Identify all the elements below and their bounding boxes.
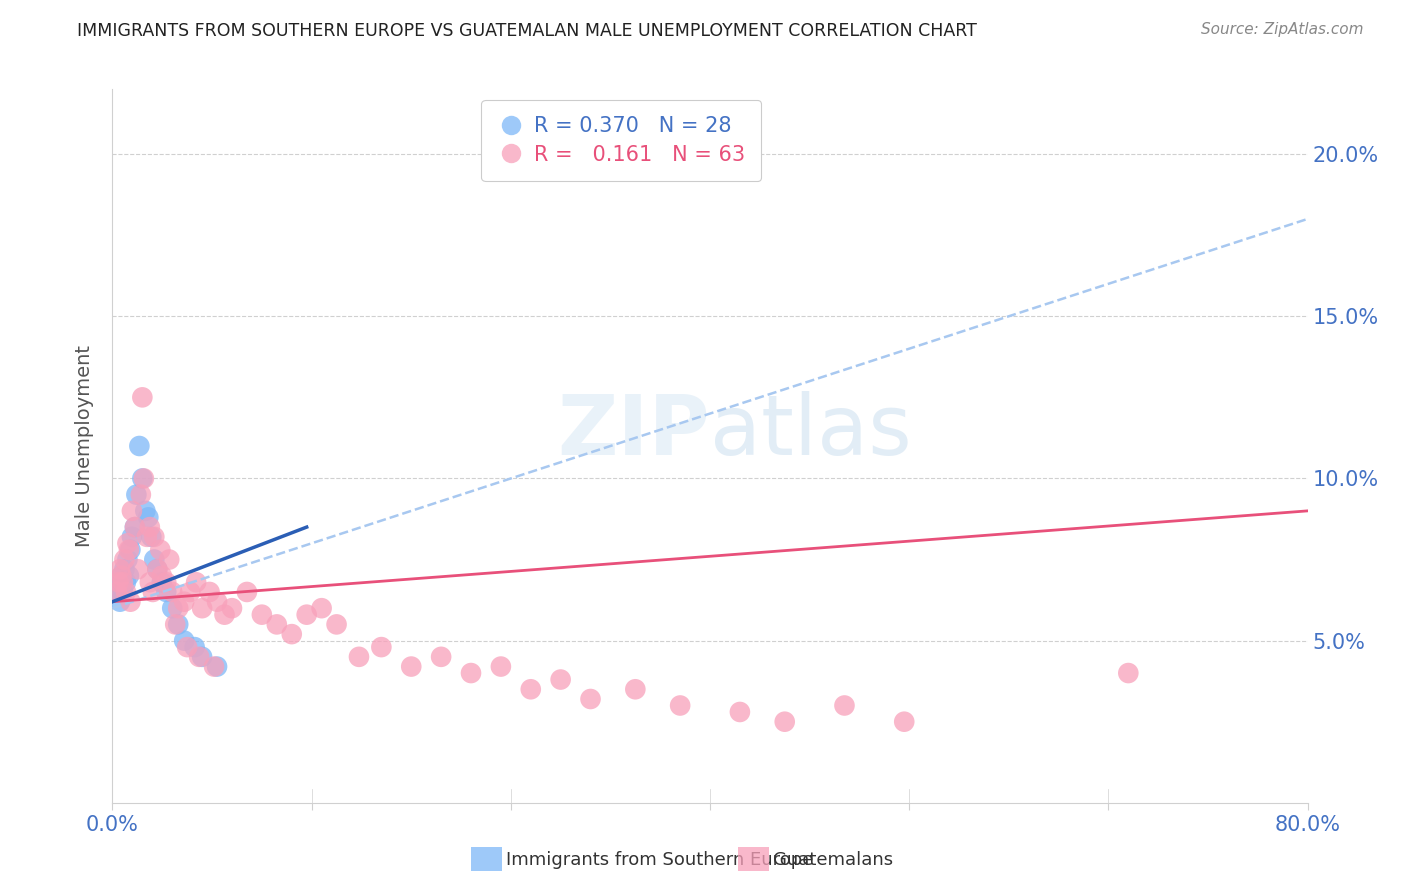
Point <box>266 617 288 632</box>
Point <box>143 552 166 566</box>
Point <box>121 504 143 518</box>
Point <box>115 585 138 599</box>
Point <box>186 575 208 590</box>
Point <box>430 649 453 664</box>
Point <box>165 617 187 632</box>
Point <box>129 488 152 502</box>
Point <box>138 510 160 524</box>
Point <box>108 595 131 609</box>
Point <box>117 536 139 550</box>
Point <box>167 601 190 615</box>
Point <box>114 562 135 576</box>
Point <box>142 585 165 599</box>
Point <box>489 659 512 673</box>
Point <box>1118 666 1140 681</box>
Point <box>214 607 236 622</box>
Point <box>773 714 796 729</box>
Text: Immigrants from Southern Europe: Immigrants from Southern Europe <box>506 851 814 869</box>
Point <box>128 439 150 453</box>
Point <box>728 705 751 719</box>
Point <box>155 575 177 590</box>
Point <box>579 692 602 706</box>
Point <box>624 682 647 697</box>
Text: Guatemalans: Guatemalans <box>773 851 893 869</box>
Point <box>125 488 148 502</box>
Point <box>146 562 169 576</box>
Point <box>120 595 142 609</box>
Point <box>132 471 155 485</box>
Point <box>121 530 143 544</box>
Text: atlas: atlas <box>710 392 911 472</box>
Point <box>105 585 128 599</box>
Point <box>124 520 146 534</box>
Point <box>149 542 172 557</box>
Point <box>191 649 214 664</box>
Point <box>162 585 183 599</box>
Legend: R = 0.370   N = 28, R =   0.161   N = 63: R = 0.370 N = 28, R = 0.161 N = 63 <box>481 100 761 181</box>
Point <box>236 585 259 599</box>
Point <box>139 520 162 534</box>
Point <box>893 714 915 729</box>
Point <box>107 575 129 590</box>
Point <box>191 601 214 615</box>
Point <box>131 390 153 404</box>
Point <box>205 595 228 609</box>
Point <box>120 542 142 557</box>
Point <box>250 607 273 622</box>
Point <box>111 585 134 599</box>
Point <box>108 562 131 576</box>
Point <box>143 530 166 544</box>
Point <box>295 607 318 622</box>
Point <box>370 640 392 654</box>
Point <box>205 659 228 673</box>
Point <box>155 585 177 599</box>
Point <box>183 640 205 654</box>
Point <box>198 585 221 599</box>
Point <box>118 568 141 582</box>
Point <box>146 562 169 576</box>
Point <box>173 633 195 648</box>
Point <box>157 552 180 566</box>
Point <box>115 575 138 590</box>
Text: ZIP: ZIP <box>558 392 710 472</box>
Text: Source: ZipAtlas.com: Source: ZipAtlas.com <box>1201 22 1364 37</box>
Point <box>221 601 243 615</box>
Point <box>141 530 163 544</box>
Point <box>834 698 856 713</box>
Point <box>669 698 692 713</box>
Point <box>114 552 135 566</box>
Point <box>401 659 423 673</box>
Point <box>325 617 347 632</box>
Point <box>118 542 141 557</box>
Point <box>139 575 162 590</box>
Point <box>134 504 156 518</box>
Point <box>135 530 157 544</box>
Point <box>550 673 572 687</box>
Point <box>124 520 146 534</box>
Point <box>311 601 333 615</box>
Y-axis label: Male Unemployment: Male Unemployment <box>75 345 94 547</box>
Point <box>150 575 173 590</box>
Point <box>520 682 543 697</box>
Point <box>150 568 173 582</box>
Point <box>110 568 132 582</box>
Point <box>460 666 482 681</box>
Point <box>110 568 132 582</box>
Point <box>188 649 211 664</box>
Point <box>202 659 225 673</box>
Point <box>107 575 129 590</box>
Point <box>131 471 153 485</box>
Point <box>117 552 139 566</box>
Point <box>162 601 183 615</box>
Point <box>173 595 195 609</box>
Point <box>105 585 128 599</box>
Point <box>176 640 198 654</box>
Point <box>179 585 201 599</box>
Point <box>347 649 370 664</box>
Point <box>111 575 134 590</box>
Text: IMMIGRANTS FROM SOUTHERN EUROPE VS GUATEMALAN MALE UNEMPLOYMENT CORRELATION CHAR: IMMIGRANTS FROM SOUTHERN EUROPE VS GUATE… <box>77 22 977 40</box>
Point <box>167 617 190 632</box>
Point <box>127 562 149 576</box>
Point <box>281 627 304 641</box>
